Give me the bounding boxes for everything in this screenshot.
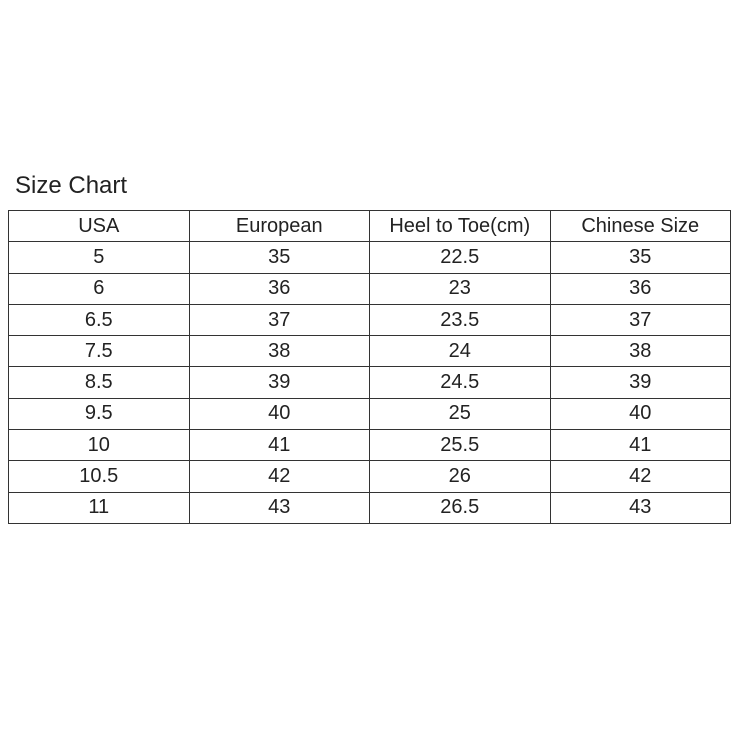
table-cell: 41 <box>188 429 370 462</box>
table-row: 6.5 37 23.5 37 <box>8 303 731 337</box>
table-row: 6 36 23 36 <box>8 272 731 305</box>
table-row: 7.5 38 24 38 <box>8 335 731 368</box>
table-cell: 37 <box>188 303 370 337</box>
table-cell: 24.5 <box>369 366 551 399</box>
column-header: USA <box>8 209 190 243</box>
table-cell: 24 <box>369 335 551 368</box>
table-cell: 6 <box>8 272 190 305</box>
table-cell: 23 <box>369 272 551 305</box>
table-cell: 26.5 <box>369 491 551 524</box>
table-row: 5 35 22.5 35 <box>8 241 731 274</box>
table-row: 8.5 39 24.5 39 <box>8 366 731 399</box>
table-cell: 10.5 <box>8 460 190 493</box>
table-cell: 36 <box>188 272 370 305</box>
table-row: 10 41 25.5 41 <box>8 429 731 462</box>
table-cell: 9.5 <box>8 397 190 431</box>
column-header: European <box>188 209 370 243</box>
table-cell: 37 <box>549 303 731 337</box>
table-row: 11 43 26.5 43 <box>8 491 731 524</box>
table-cell: 11 <box>8 491 190 524</box>
table-cell: 41 <box>549 429 731 462</box>
column-header: Chinese Size <box>549 209 731 243</box>
table-cell: 25 <box>369 397 551 431</box>
table-cell: 6.5 <box>8 303 190 337</box>
table-cell: 42 <box>188 460 370 493</box>
table-row: 9.5 40 25 40 <box>8 397 731 431</box>
header-row: USA European Heel to Toe(cm) Chinese Size <box>8 209 731 243</box>
table-cell: 23.5 <box>369 303 551 337</box>
table-cell: 22.5 <box>369 241 551 274</box>
table-cell: 35 <box>188 241 370 274</box>
table-cell: 26 <box>369 460 551 493</box>
table-row: 10.5 42 26 42 <box>8 460 731 493</box>
table-cell: 36 <box>549 272 731 305</box>
table-cell: 7.5 <box>8 335 190 368</box>
table-cell: 39 <box>549 366 731 399</box>
table-cell: 43 <box>549 491 731 524</box>
table-cell: 8.5 <box>8 366 190 399</box>
page-title: Size Chart <box>15 172 128 199</box>
table-cell: 39 <box>188 366 370 399</box>
table-cell: 43 <box>188 491 370 524</box>
table-cell: 25.5 <box>369 429 551 462</box>
table-cell: 42 <box>549 460 731 493</box>
table-cell: 38 <box>549 335 731 368</box>
table-cell: 40 <box>188 397 370 431</box>
table-cell: 35 <box>549 241 731 274</box>
column-header: Heel to Toe(cm) <box>369 209 551 243</box>
table-cell: 5 <box>8 241 190 274</box>
size-chart-table: USA European Heel to Toe(cm) Chinese Size 5… <box>8 209 731 524</box>
table-cell: 38 <box>188 335 370 368</box>
table-cell: 10 <box>8 429 190 462</box>
table-cell: 40 <box>549 397 731 431</box>
